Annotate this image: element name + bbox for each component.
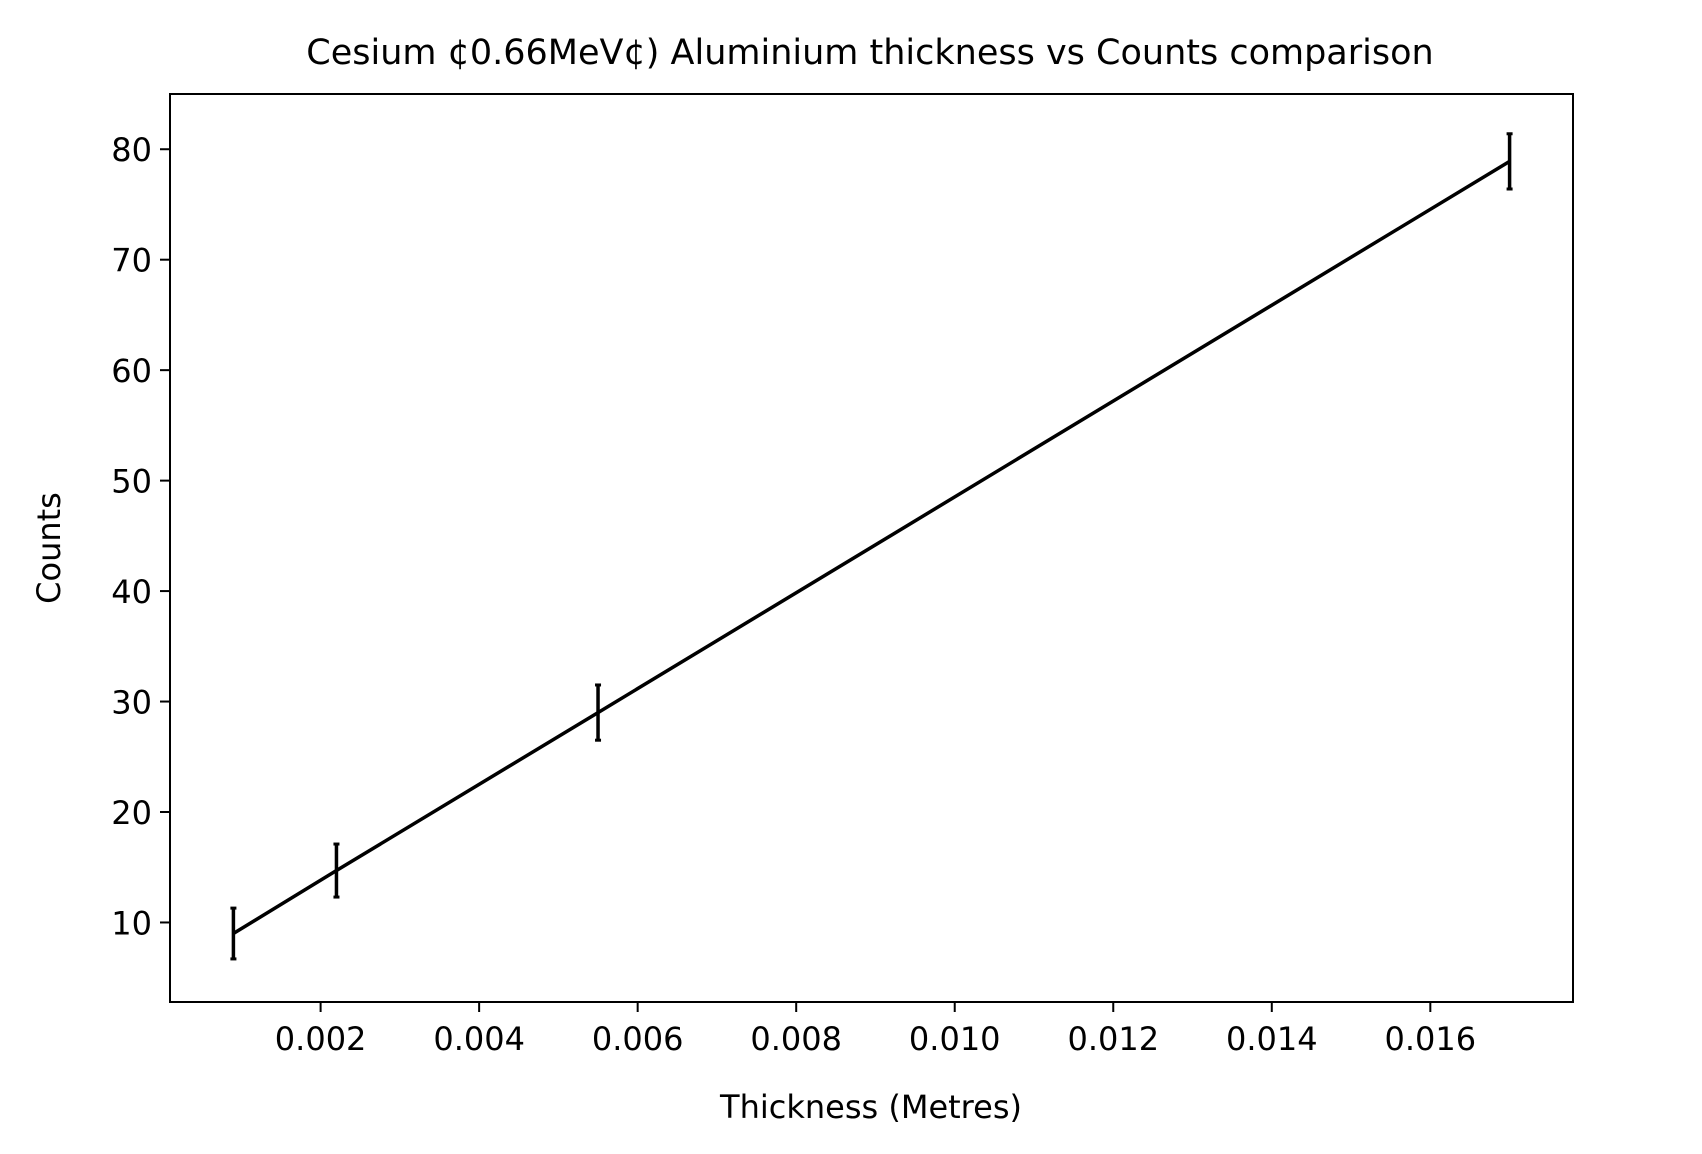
- error-bar: [595, 683, 602, 742]
- x-tick-label: 0.006: [592, 1020, 684, 1058]
- y-tick-label: 80: [111, 131, 152, 169]
- x-tick-label: 0.004: [433, 1020, 525, 1058]
- y-tick-label: 10: [111, 904, 152, 942]
- x-tick-label: 0.016: [1385, 1020, 1477, 1058]
- y-tick-label: 20: [111, 794, 152, 832]
- y-tick-label: 60: [111, 352, 152, 390]
- x-axis-label: Thickness (Metres): [719, 1088, 1022, 1126]
- error-bar: [1506, 132, 1513, 191]
- series-line: [232, 159, 1511, 935]
- y-axis: 10 20 30 40 50 60 70 80: [111, 131, 170, 942]
- x-tick-label: 0.010: [909, 1020, 1001, 1058]
- y-tick-label: 40: [111, 573, 152, 611]
- y-axis-label: Counts: [30, 492, 68, 604]
- error-bar: [230, 906, 237, 961]
- chart-title: Cesium ¢0.66MeV¢) Aluminium thickness vs…: [306, 33, 1433, 73]
- x-tick-label: 0.008: [750, 1020, 842, 1058]
- x-tick-label: 0.012: [1067, 1020, 1159, 1058]
- series-layer: [230, 132, 1513, 961]
- error-bar: [333, 842, 340, 899]
- x-tick-label: 0.014: [1226, 1020, 1318, 1058]
- plot-frame: [169, 93, 1574, 1003]
- x-tick-label: 0.002: [275, 1020, 367, 1058]
- y-tick-label: 50: [111, 463, 152, 501]
- y-tick-label: 70: [111, 242, 152, 280]
- y-tick-label: 30: [111, 684, 152, 722]
- x-axis: 0.002 0.004 0.006 0.008 0.010 0.012 0.014 0.016: [275, 1002, 1476, 1058]
